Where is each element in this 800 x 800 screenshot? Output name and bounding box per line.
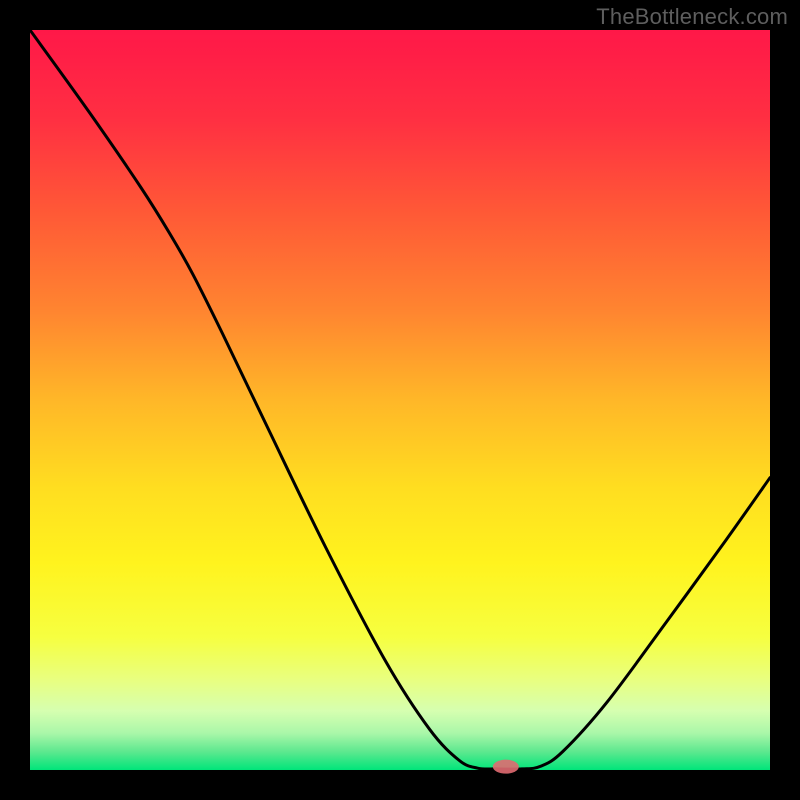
bottleneck-chart (0, 0, 800, 800)
optimal-marker (493, 760, 519, 774)
chart-stage: TheBottleneck.com (0, 0, 800, 800)
plot-background (30, 30, 770, 770)
watermark-text: TheBottleneck.com (596, 4, 788, 30)
